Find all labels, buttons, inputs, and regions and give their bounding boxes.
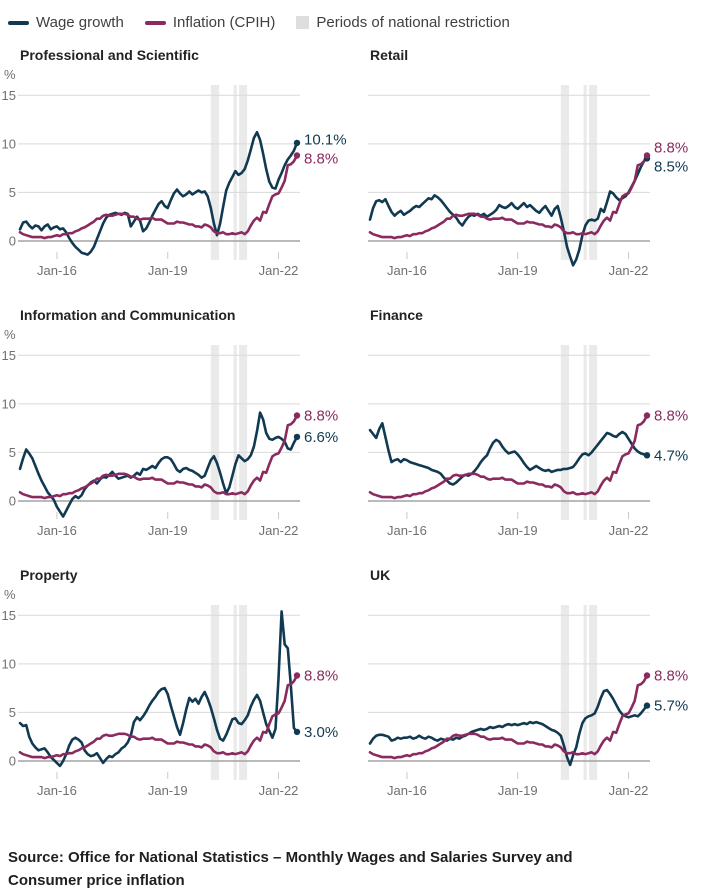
svg-text:Jan-16: Jan-16 [37, 263, 77, 278]
chart-canvas-finance: Jan-16 Jan-19 Jan-22 4.7% 8.8% [368, 345, 688, 538]
svg-text:5: 5 [9, 705, 16, 720]
chart-canvas-property: Jan-16 Jan-19 Jan-22% 0 5 10 15 3.0% 8.8% [2, 587, 339, 798]
charts-grid: Jan-16 Jan-19 Jan-22% 0 5 10 15 10.1% 8.8% Profe… [0, 45, 701, 825]
chart-title: Professional and Scientific [20, 47, 199, 63]
svg-text:3.0%: 3.0% [304, 724, 338, 741]
svg-text:10: 10 [2, 136, 16, 151]
chart-panel-information-and-communication: Jan-16 Jan-19 Jan-22% 0 5 10 15 6.6% 8.8% Inform… [0, 305, 350, 565]
svg-text:0: 0 [9, 494, 16, 509]
svg-text:Jan-16: Jan-16 [387, 523, 427, 538]
chart-canvas-professional-and-scientific: Jan-16 Jan-19 Jan-22% 0 5 10 15 10.1% 8.8% [2, 67, 347, 278]
svg-text:Jan-16: Jan-16 [37, 783, 77, 798]
svg-text:10: 10 [2, 396, 16, 411]
svg-text:Jan-22: Jan-22 [259, 263, 299, 278]
svg-text:Jan-22: Jan-22 [609, 263, 649, 278]
svg-text:8.8%: 8.8% [304, 151, 338, 168]
legend-item-inflation: Inflation (CPIH) [144, 14, 276, 31]
svg-text:Jan-19: Jan-19 [498, 263, 538, 278]
chart-title: Property [20, 567, 78, 583]
svg-text:%: % [4, 587, 16, 602]
svg-text:Jan-22: Jan-22 [609, 783, 649, 798]
chart-panel-finance: Jan-16 Jan-19 Jan-22 4.7% 8.8% Finance [350, 305, 700, 565]
svg-text:8.5%: 8.5% [654, 159, 688, 176]
svg-text:15: 15 [2, 608, 16, 623]
svg-text:5: 5 [9, 445, 16, 460]
svg-text:8.8%: 8.8% [654, 140, 688, 157]
chart-title: Information and Communication [20, 307, 236, 323]
svg-text:8.8%: 8.8% [654, 408, 688, 425]
svg-text:15: 15 [2, 88, 16, 103]
svg-text:10: 10 [2, 656, 16, 671]
svg-text:0: 0 [9, 754, 16, 769]
svg-text:Jan-22: Jan-22 [259, 783, 299, 798]
svg-text:5: 5 [9, 185, 16, 200]
svg-text:8.8%: 8.8% [654, 668, 688, 685]
svg-text:0: 0 [9, 234, 16, 249]
svg-text:6.6%: 6.6% [304, 429, 338, 446]
chart-panel-property: Jan-16 Jan-19 Jan-22% 0 5 10 15 3.0% 8.8% Proper… [0, 565, 350, 825]
svg-text:Jan-19: Jan-19 [148, 783, 188, 798]
legend-label-inflation: Inflation (CPIH) [172, 14, 276, 31]
restriction-box-swatch-icon [296, 16, 310, 29]
svg-text:Jan-19: Jan-19 [148, 263, 188, 278]
legend-item-restriction: Periods of national restriction [296, 14, 510, 31]
svg-text:Jan-19: Jan-19 [498, 783, 538, 798]
legend: Wage growth Inflation (CPIH) Periods of … [0, 0, 701, 33]
svg-text:15: 15 [2, 348, 16, 363]
chart-canvas-information-and-communication: Jan-16 Jan-19 Jan-22% 0 5 10 15 6.6% 8.8% [2, 327, 339, 538]
chart-panel-retail: Jan-16 Jan-19 Jan-22 8.5% 8.8% Retail [350, 45, 700, 305]
legend-item-wage-growth: Wage growth [8, 14, 124, 31]
svg-text:%: % [4, 67, 16, 82]
svg-text:4.7%: 4.7% [654, 447, 688, 464]
wage-growth-line-swatch-icon [8, 20, 29, 25]
inflation-line-swatch-icon [144, 20, 166, 25]
svg-text:Jan-22: Jan-22 [609, 523, 649, 538]
source-note: Source: Office for National Statistics –… [8, 849, 573, 889]
chart-canvas-retail: Jan-16 Jan-19 Jan-22 8.5% 8.8% [368, 85, 688, 278]
svg-text:Jan-19: Jan-19 [498, 523, 538, 538]
chart-title: Retail [370, 47, 409, 63]
svg-text:Jan-16: Jan-16 [387, 783, 427, 798]
svg-text:5.7%: 5.7% [654, 698, 688, 715]
svg-text:Jan-19: Jan-19 [148, 523, 188, 538]
chart-title: UK [370, 567, 391, 583]
chart-panel-professional-and-scientific: Jan-16 Jan-19 Jan-22% 0 5 10 15 10.1% 8.8% Profe… [0, 45, 350, 305]
svg-text:Jan-16: Jan-16 [37, 523, 77, 538]
legend-label-restriction: Periods of national restriction [316, 14, 510, 31]
chart-canvas-uk: Jan-16 Jan-19 Jan-22 5.7% 8.8% [368, 605, 688, 798]
svg-text:10.1%: 10.1% [304, 132, 347, 149]
svg-text:8.8%: 8.8% [304, 408, 338, 425]
chart-title: Finance [370, 307, 423, 323]
chart-panel-uk: Jan-16 Jan-19 Jan-22 5.7% 8.8% UK [350, 565, 700, 825]
svg-text:Jan-22: Jan-22 [259, 523, 299, 538]
svg-text:8.8%: 8.8% [304, 668, 338, 685]
legend-label-wage-growth: Wage growth [36, 14, 124, 31]
svg-text:Jan-16: Jan-16 [387, 263, 427, 278]
svg-text:%: % [4, 327, 16, 342]
